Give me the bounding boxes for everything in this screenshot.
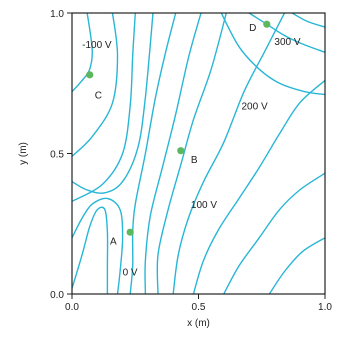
tick-marks (67, 12, 326, 299)
point-b (177, 147, 185, 155)
x-tick-label-1: 0.5 (192, 302, 206, 313)
point-label-a: A (110, 237, 117, 248)
point-d (263, 20, 271, 28)
contour-line-8 (144, 13, 202, 294)
point-a (126, 228, 134, 236)
axes (71, 12, 326, 295)
point-label-d: D (249, 23, 256, 34)
contour-line-15 (248, 13, 325, 53)
point-c (86, 71, 94, 79)
contour-line-14 (220, 13, 325, 96)
contour-line-3 (72, 13, 136, 202)
tick-labels: 0.0 0.5 1.0 0.0 0.5 1.0 (50, 9, 332, 313)
contour-labels: -100 V 300 V 200 V 100 V 0 V (82, 37, 301, 278)
contour-line-9 (156, 13, 227, 294)
charge-points: A B C D (86, 20, 271, 248)
contour-label-1: -100 V (82, 40, 112, 51)
x-tick-label-0: 0.0 (65, 302, 79, 313)
contour-line-12 (223, 172, 325, 294)
contour-line-13 (268, 237, 325, 294)
contour-label-5: 0 V (123, 268, 138, 279)
contour-line-6 (72, 197, 124, 294)
plot-frame (71, 12, 326, 295)
contour-line-4 (72, 13, 154, 194)
y-axis-title: y (m) (18, 142, 29, 165)
y-tick-label-2: 1.0 (50, 9, 64, 20)
point-label-b: B (191, 155, 198, 166)
x-tick-label-2: 1.0 (318, 302, 332, 313)
contour-line-5 (72, 206, 109, 294)
contour-label-4: 100 V (191, 200, 217, 211)
contour-line-10 (172, 13, 286, 294)
contour-line-1 (72, 13, 94, 93)
contour-lines (72, 13, 325, 294)
y-tick-label-1: 0.5 (50, 150, 64, 161)
contour-line-2 (72, 13, 119, 157)
contour-line-16 (291, 13, 325, 28)
x-axis-title: x (m) (187, 318, 210, 329)
y-tick-label-0: 0.0 (50, 290, 64, 301)
contour-label-2: 300 V (274, 37, 300, 48)
contour-label-3: 200 V (242, 102, 268, 113)
point-label-c: C (95, 90, 102, 101)
contour-line-7 (129, 13, 177, 294)
contour-line-11 (192, 79, 325, 294)
